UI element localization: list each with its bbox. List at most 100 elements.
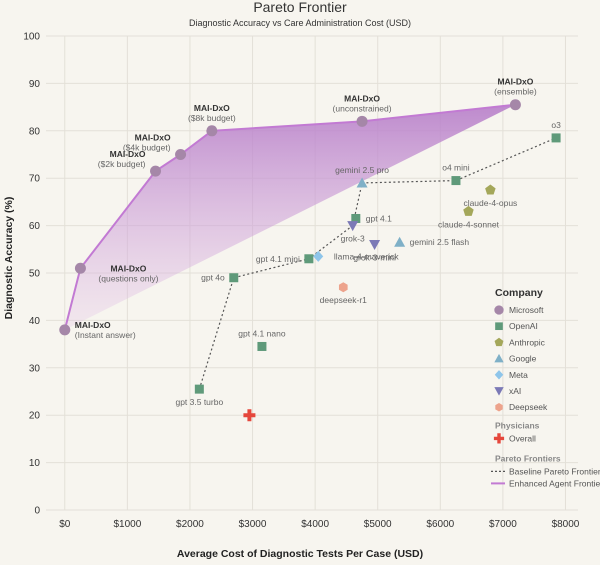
point-label-line: (ensemble): [494, 87, 537, 97]
x-tick-label: $4000: [301, 519, 329, 530]
y-tick-label: 90: [29, 79, 41, 90]
point-labels: MAI-DxO (Instant answer)MAI-DxO (questions…: [75, 77, 561, 407]
point-label-line: gpt 4.1: [366, 213, 392, 223]
enhanced-frontier-area: [64, 104, 516, 330]
legend-google-icon: [494, 353, 504, 363]
mai-dxo-instant-answer-marker: [59, 324, 71, 336]
point-label-line: (questions only): [98, 273, 158, 283]
point-label-line: grok-3-mini: [353, 253, 396, 263]
legend-anthropic-label: Anthropic: [509, 337, 546, 347]
legend-meta-label: Meta: [509, 370, 528, 380]
point-label: o3: [551, 120, 561, 130]
point-label: MAI-DxO (questions only): [98, 263, 158, 283]
data-points: [59, 99, 561, 422]
point-label-line: o4 mini: [442, 163, 470, 173]
claude-4-sonnet-marker: [463, 205, 474, 216]
point-label-line: MAI-DxO: [110, 149, 146, 159]
point-label: llama-4-maverick: [334, 251, 399, 261]
overall-marker: [243, 409, 256, 422]
legend-openai-label: OpenAI: [509, 321, 538, 331]
point-label-line: gemini 2.5 pro: [335, 165, 389, 175]
point-label: gpt 4.1 nano: [238, 328, 286, 338]
y-tick-label: 50: [29, 269, 41, 280]
legend-deepseek-label: Deepseek: [509, 402, 548, 412]
legend-baseline-label: Baseline Pareto Frontier: [509, 466, 600, 476]
legend-xai-icon: [494, 387, 504, 396]
x-tick-label: $8000: [552, 519, 580, 530]
legend-frontiers-title: Pareto Frontiers: [495, 453, 561, 463]
gemini-2-5-flash-marker: [394, 236, 406, 247]
legend-xai-label: xAI: [509, 386, 521, 396]
point-label-line: MAI-DxO: [110, 263, 146, 273]
gpt-3-5-turbo-marker: [194, 384, 204, 394]
point-label-line: llama-4-maverick: [334, 251, 399, 261]
legend-overall-label: Overall: [509, 433, 536, 443]
o3-marker: [551, 133, 561, 143]
point-label-line: gpt 3.5 turbo: [175, 397, 223, 407]
mai-dxo-ensemble-marker: [509, 99, 521, 111]
point-label: grok-3-mini: [353, 253, 396, 263]
point-label-line: o3: [551, 120, 561, 130]
point-label-line: MAI-DxO: [194, 103, 230, 113]
point-label-line: gemini 2.5 flash: [410, 237, 470, 247]
deepseek-r1-marker: [338, 282, 348, 293]
o4-mini-marker: [451, 176, 461, 186]
point-label-line: claude-4-sonnet: [438, 219, 500, 229]
y-tick-label: 30: [29, 363, 41, 374]
point-label-line: MAI-DxO: [135, 133, 171, 143]
x-tick-label: $3000: [239, 519, 267, 530]
legend: Company Microsoft OpenAI Anthropic Google Met…: [491, 287, 600, 488]
y-tick-label: 40: [29, 316, 41, 327]
y-tick-label: 100: [23, 32, 40, 43]
mai-dxo-2k-budget-marker: [150, 165, 162, 177]
point-label-line: claude-4-opus: [463, 198, 517, 208]
point-label-line: grok-3: [341, 234, 365, 244]
x-tick-label: $6000: [426, 519, 454, 530]
gemini-2-5-pro-marker: [356, 177, 368, 188]
point-label: MAI-DxO (Instant answer): [75, 320, 136, 340]
mai-dxo-4k-budget-marker: [175, 149, 187, 160]
y-tick-label: 60: [29, 221, 41, 232]
point-label: MAI-DxO (unconstrained): [333, 93, 392, 113]
x-tick-label: $0: [59, 519, 71, 530]
legend-overall-icon: [493, 433, 505, 444]
mai-dxo-questions-only-marker: [74, 262, 86, 274]
legend-enhanced-label: Enhanced Agent Frontier: [509, 478, 600, 488]
point-label-line: (unconstrained): [333, 103, 392, 113]
gpt-4o-marker: [229, 273, 239, 283]
legend-title: Company: [495, 287, 543, 299]
point-label-line: gpt 4o: [201, 273, 225, 283]
enhanced-frontier-fill: [64, 104, 516, 330]
gpt-4-1-nano-marker: [257, 341, 267, 351]
point-label: claude-4-sonnet: [438, 219, 500, 229]
legend-microsoft-label: Microsoft: [509, 305, 544, 315]
point-label-line: (Instant answer): [75, 330, 136, 340]
point-label-line: gpt 4.1 nano: [238, 328, 286, 338]
legend-microsoft-icon: [494, 305, 504, 315]
legend-physicians-title: Physicians: [495, 420, 540, 430]
point-label-line: ($4k budget): [123, 143, 171, 153]
grok-3-mini-marker: [369, 240, 381, 251]
point-label: gpt 4.1: [366, 213, 392, 223]
y-tick-label: 20: [29, 411, 41, 422]
claude-4-opus-marker: [485, 184, 496, 195]
point-label-line: ($8k budget): [188, 113, 236, 123]
x-tick-label: $7000: [489, 519, 517, 530]
legend-anthropic-icon: [494, 337, 504, 347]
point-label: o4 mini: [442, 163, 470, 173]
point-label: grok-3: [341, 234, 365, 244]
y-tick-label: 10: [29, 458, 41, 469]
legend-google-label: Google: [509, 354, 537, 364]
point-label: gemini 2.5 pro: [335, 165, 389, 175]
point-label: MAI-DxO ($4k budget): [123, 133, 171, 153]
point-label-line: ($2k budget): [98, 159, 146, 169]
x-axis-label: Average Cost of Diagnostic Tests Per Cas…: [177, 548, 423, 560]
point-label-line: MAI-DxO: [344, 93, 380, 103]
llama-4-maverick-marker: [313, 250, 324, 262]
point-label-line: gpt 4.1 mini: [256, 254, 300, 264]
point-label: MAI-DxO (ensemble): [494, 77, 537, 97]
gpt-4-1-mini-marker: [304, 254, 314, 264]
y-tick-label: 80: [29, 126, 41, 137]
grok-3-marker: [347, 221, 359, 232]
